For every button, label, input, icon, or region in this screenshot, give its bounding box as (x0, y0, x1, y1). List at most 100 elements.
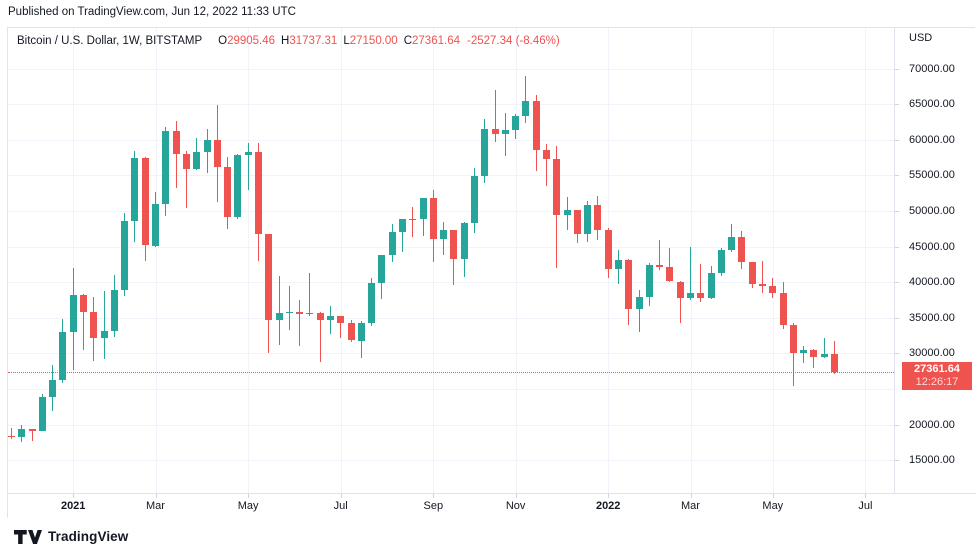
candle[interactable] (193, 152, 201, 170)
candle[interactable] (275, 313, 283, 320)
candle[interactable] (810, 350, 818, 357)
candle[interactable] (440, 230, 448, 239)
candle[interactable] (265, 234, 273, 320)
candle[interactable] (90, 312, 98, 339)
candle[interactable] (789, 324, 797, 353)
candle[interactable] (28, 429, 36, 431)
candle[interactable] (141, 158, 149, 246)
candle[interactable] (409, 219, 417, 221)
candle-wick (299, 299, 301, 347)
candle[interactable] (100, 331, 108, 339)
candle[interactable] (213, 139, 221, 167)
candle[interactable] (615, 260, 622, 269)
candle[interactable] (460, 223, 468, 260)
gridline-horizontal (8, 353, 894, 355)
candle[interactable] (254, 152, 262, 235)
candle[interactable] (604, 230, 612, 269)
candle[interactable] (594, 205, 602, 231)
candle[interactable] (800, 350, 808, 353)
candle[interactable] (584, 205, 592, 235)
candle[interactable] (357, 322, 365, 341)
candle[interactable] (481, 128, 489, 176)
candle-wick (638, 289, 640, 333)
candle[interactable] (172, 131, 180, 154)
candle-wick (525, 75, 527, 124)
candle[interactable] (368, 283, 376, 323)
candle[interactable] (347, 323, 355, 341)
candle[interactable] (110, 290, 118, 332)
candle-wick (669, 248, 671, 282)
candle-wick (813, 348, 815, 368)
candle[interactable] (687, 293, 694, 299)
candle[interactable] (182, 153, 190, 170)
currency-label: USD (909, 32, 933, 44)
candle[interactable] (512, 116, 520, 131)
candle[interactable] (131, 158, 139, 221)
candle[interactable] (697, 293, 705, 298)
price-chart-pane[interactable]: Bitcoin / U.S. Dollar, 1W, BITSTAMP O2990… (8, 28, 894, 493)
candle[interactable] (625, 260, 633, 309)
candle[interactable] (18, 429, 26, 438)
candle[interactable] (69, 295, 77, 332)
candle[interactable] (49, 379, 57, 398)
time-axis[interactable]: 2021 Mar May Jul Sep Nov 2022 Mar May Jul (8, 493, 976, 519)
candle[interactable] (398, 219, 406, 233)
candle[interactable] (831, 354, 838, 373)
candle[interactable] (306, 313, 314, 315)
last-price-badge[interactable]: 27361.64 12:26:17 (902, 362, 972, 391)
time-axis-label: Jul (333, 500, 348, 512)
candle[interactable] (59, 331, 67, 380)
candle[interactable] (563, 210, 571, 216)
candle[interactable] (121, 221, 129, 291)
candle-wick (309, 272, 311, 316)
candle[interactable] (532, 100, 540, 150)
candle[interactable] (635, 296, 643, 309)
candle[interactable] (337, 315, 345, 324)
candle[interactable] (707, 273, 715, 298)
candle[interactable] (728, 236, 736, 250)
candle[interactable] (779, 293, 787, 325)
candle[interactable] (470, 175, 478, 224)
candle[interactable] (224, 166, 231, 218)
price-axis[interactable]: USD 27361.64 12:26:17 70000.00 65000.00 60… (895, 28, 976, 493)
candle[interactable] (378, 255, 386, 283)
candle[interactable] (491, 128, 499, 134)
candle[interactable] (38, 397, 46, 431)
candle[interactable] (296, 312, 304, 314)
candle[interactable] (759, 284, 766, 287)
candle[interactable] (80, 295, 87, 313)
candle[interactable] (244, 152, 252, 156)
candle[interactable] (285, 312, 293, 314)
gridline-horizontal (8, 210, 894, 212)
candle[interactable] (316, 313, 324, 320)
candle[interactable] (645, 265, 653, 297)
candle[interactable] (553, 159, 561, 216)
candle[interactable] (717, 249, 725, 273)
candle[interactable] (738, 236, 746, 263)
candle[interactable] (234, 155, 242, 218)
candle[interactable] (429, 198, 437, 239)
candle[interactable] (542, 149, 550, 160)
candle[interactable] (8, 435, 15, 438)
candle[interactable] (666, 267, 674, 282)
candle[interactable] (676, 281, 684, 299)
candle-wick (803, 345, 805, 364)
candle[interactable] (748, 262, 756, 285)
candle[interactable] (388, 232, 396, 256)
candle[interactable] (203, 139, 211, 153)
candle[interactable] (152, 204, 159, 246)
candle[interactable] (501, 130, 509, 134)
candle[interactable] (162, 131, 170, 204)
candle[interactable] (326, 315, 334, 320)
candle[interactable] (820, 353, 828, 357)
symbol-title[interactable]: Bitcoin / U.S. Dollar, 1W, BITSTAMP (17, 35, 203, 47)
tradingview-logo[interactable]: TradingView (14, 529, 128, 544)
candle[interactable] (573, 210, 581, 235)
candle[interactable] (450, 230, 458, 260)
candle[interactable] (419, 198, 427, 220)
candle[interactable] (522, 100, 530, 117)
candle[interactable] (656, 265, 664, 268)
price-axis-tick (895, 282, 899, 284)
candle[interactable] (769, 286, 777, 293)
